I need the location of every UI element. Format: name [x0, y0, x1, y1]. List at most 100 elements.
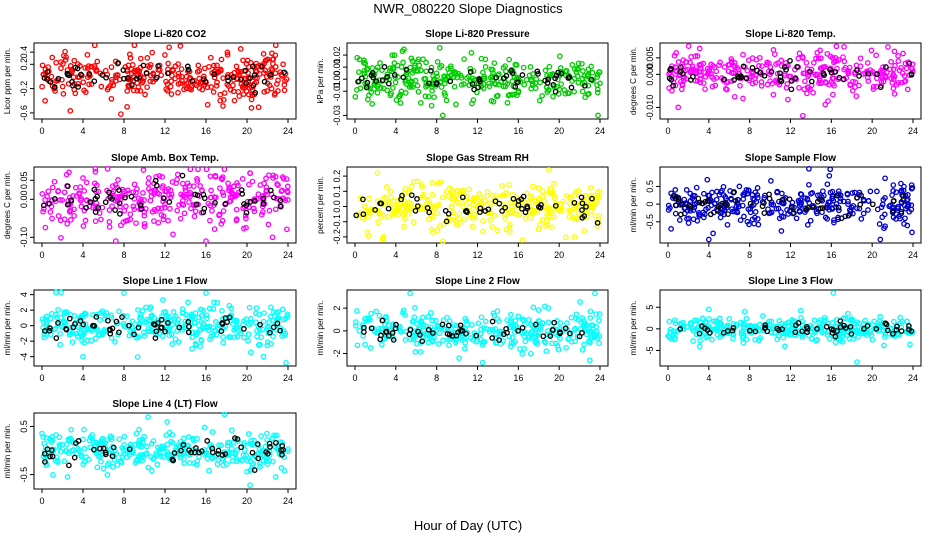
data-point [180, 192, 186, 199]
data-point [596, 188, 603, 195]
data-point [789, 199, 796, 206]
data-point [213, 82, 220, 89]
data-point [71, 312, 78, 319]
data-point [104, 86, 111, 93]
data-point [203, 290, 209, 296]
reference-point [492, 198, 499, 205]
data-point [830, 91, 836, 98]
data-point [551, 180, 557, 187]
data-point [847, 208, 854, 215]
data-point [434, 58, 441, 65]
data-point [272, 63, 279, 70]
data-point [506, 224, 513, 231]
data-point [229, 458, 236, 464]
data-point [230, 183, 237, 190]
data-point [697, 337, 704, 344]
reference-point [358, 75, 365, 82]
reference-point [882, 320, 889, 327]
data-point [697, 79, 704, 86]
data-point [157, 453, 164, 459]
data-point [480, 228, 486, 235]
data-point [819, 329, 826, 336]
data-point [431, 94, 437, 101]
data-point [148, 72, 154, 79]
data-point [423, 83, 429, 90]
data-point [479, 341, 486, 348]
data-point [218, 56, 225, 63]
data-point [174, 176, 180, 183]
reference-point [893, 326, 900, 333]
data-point [909, 229, 915, 236]
data-point [117, 203, 123, 210]
data-point [740, 322, 747, 328]
reference-point [251, 72, 258, 78]
reference-point [510, 195, 517, 202]
data-point [810, 59, 817, 66]
data-point [257, 341, 263, 348]
data-point [462, 315, 469, 322]
data-point [220, 339, 226, 346]
data-point [530, 304, 537, 311]
data-point [280, 175, 287, 182]
reference-point [672, 195, 679, 202]
data-point [553, 340, 559, 347]
y-tick-label: 0.1 [332, 185, 342, 198]
data-point [161, 309, 167, 316]
data-point [125, 62, 132, 69]
data-point [891, 48, 898, 55]
data-point [246, 85, 253, 91]
data-point [749, 324, 756, 330]
data-point [530, 71, 536, 77]
reference-point [835, 204, 842, 211]
reference-point [519, 324, 526, 331]
data-point [228, 305, 235, 312]
data-points [39, 411, 291, 489]
data-point [156, 173, 163, 179]
data-point [217, 97, 224, 104]
reference-point [113, 318, 120, 325]
data-point [423, 59, 429, 66]
data-point [141, 220, 148, 227]
data-point [833, 58, 840, 64]
data-point [56, 443, 63, 450]
data-point [865, 198, 872, 204]
data-point [814, 336, 821, 343]
reference-point [678, 201, 685, 208]
data-point [110, 82, 117, 89]
data-point [529, 183, 536, 190]
data-point [108, 76, 115, 83]
reference-point [818, 196, 824, 203]
reference-point [500, 75, 507, 82]
data-point [203, 238, 209, 244]
data-point [123, 203, 129, 210]
data-point [771, 51, 778, 58]
data-point [57, 330, 63, 337]
data-point [542, 67, 549, 74]
data-point [550, 189, 556, 196]
data-point [509, 91, 515, 98]
reference-point [477, 209, 483, 216]
data-point [39, 191, 46, 197]
data-point [535, 226, 542, 232]
data-point [232, 451, 238, 458]
data-point [516, 212, 523, 218]
data-point [383, 184, 390, 190]
data-point [676, 217, 683, 223]
data-point [667, 205, 673, 211]
data-point [409, 78, 415, 85]
data-point [571, 66, 578, 72]
reference-point [552, 88, 559, 95]
y-tick-label: 2 [332, 306, 342, 311]
reference-point [747, 200, 754, 207]
data-point [785, 96, 791, 103]
data-point [577, 299, 583, 305]
data-point [868, 47, 875, 54]
reference-point [93, 314, 100, 320]
data-point [730, 70, 737, 77]
data-point [225, 83, 232, 89]
data-point [160, 453, 167, 460]
x-tick-label: 8 [121, 496, 126, 506]
data-point [380, 233, 387, 240]
reference-point [185, 66, 192, 73]
data-point [145, 185, 152, 192]
